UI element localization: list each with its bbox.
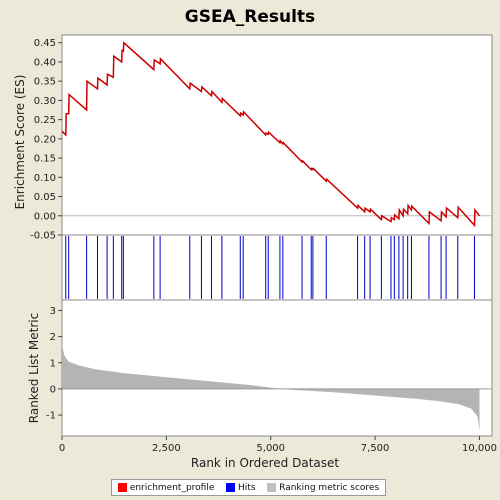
metric-plot-area: [61, 299, 493, 437]
legend-swatch-ranking-metric: [267, 483, 277, 492]
es-y-tick-label: 0.15: [34, 154, 56, 165]
ranked-metric-panel: -1 0 1 2 3: [46, 299, 493, 437]
chart-legend: enrichment_profile Hits Ranking metric s…: [111, 479, 386, 496]
x-tick-label: 2,500: [152, 443, 181, 454]
enrichment-profile-line: [61, 41, 481, 228]
chart-title: GSEA_Results: [185, 7, 315, 27]
ranking-metric-area: [62, 343, 480, 431]
metric-axis-title: Ranked List Metric: [27, 313, 41, 423]
x-axis-title: Rank in Ordered Dataset: [191, 456, 339, 470]
es-y-tick-label: 0.25: [34, 115, 56, 126]
es-y-tick-label: 0.20: [34, 134, 56, 145]
es-y-tick-label: 0.30: [34, 96, 56, 107]
legend-item-hits: Hits: [226, 483, 256, 493]
hits-panel: [61, 234, 493, 301]
enrichment-score-panel: -0.05 0.00 0.05 0.10 0.15 0.20 0.25 0.30 0.35 0.4…: [30, 34, 493, 242]
es-y-tick-label: 0.40: [34, 57, 56, 68]
metric-y-tick-label: 2: [50, 332, 56, 343]
x-tick-label: 10,000: [462, 443, 497, 454]
es-plot-area: [61, 34, 493, 236]
x-tick-label: 7,500: [361, 443, 390, 454]
legend-label: Ranking metric scores: [279, 482, 380, 493]
metric-y-tick-label: -1: [46, 411, 56, 422]
es-axis-title: Enrichment Score (ES): [13, 75, 27, 210]
legend-swatch-enrichment-profile: [117, 483, 127, 492]
metric-y-tick-label: 0: [50, 384, 56, 395]
es-y-tick-label: 0.35: [34, 77, 56, 88]
hits-plot-area: [61, 234, 493, 301]
legend-label: enrichment_profile: [129, 482, 215, 493]
es-y-tick-label: -0.05: [30, 231, 56, 242]
es-y-tick-label: 0.05: [34, 192, 56, 203]
legend-swatch-hits: [226, 483, 236, 492]
x-tick-label: 0: [59, 443, 65, 454]
es-y-tick-label: 0.10: [34, 173, 56, 184]
x-tick-label: 5,000: [256, 443, 285, 454]
metric-y-tick-label: 1: [50, 358, 56, 369]
es-y-tick-label: 0.00: [34, 211, 56, 222]
legend-item-enrichment-profile: enrichment_profile: [117, 482, 215, 493]
legend-label: Hits: [238, 482, 256, 493]
legend-item-ranking-metric: Ranking metric scores: [267, 483, 379, 493]
metric-y-tick-label: 3: [50, 306, 56, 317]
x-axis: 0 2,500 5,000 7,500 10,000: [59, 436, 497, 454]
es-y-tick-label: 0.45: [34, 38, 56, 49]
